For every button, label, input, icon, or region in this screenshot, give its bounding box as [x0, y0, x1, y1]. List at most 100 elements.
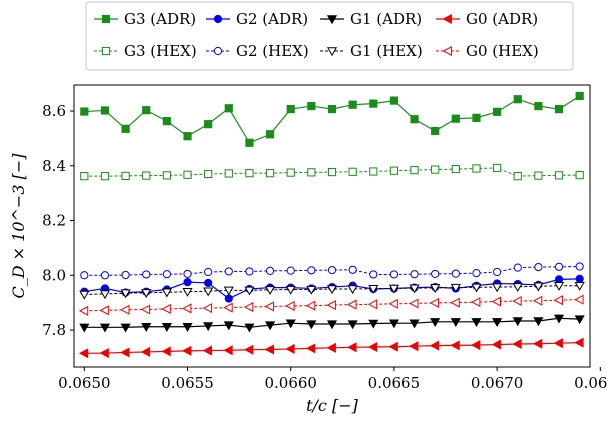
data-point [224, 104, 233, 113]
legend-marker [326, 47, 338, 57]
data-point [451, 269, 460, 278]
series-g3-adr [80, 91, 584, 147]
legend-marker [101, 14, 111, 24]
data-point [451, 164, 460, 174]
data-point [471, 318, 482, 328]
data-point [553, 281, 565, 291]
data-point [121, 171, 130, 180]
series-g3-hex [80, 163, 584, 181]
data-point [326, 285, 338, 295]
data-point [553, 314, 565, 324]
data-point [244, 286, 255, 296]
data-point [533, 282, 544, 292]
data-point [182, 303, 192, 314]
data-point [204, 278, 213, 288]
data-point [534, 171, 543, 180]
data-point [245, 169, 254, 178]
data-point [182, 345, 192, 356]
plot-area [78, 91, 585, 359]
data-point [575, 91, 584, 101]
series-g0-adr [78, 337, 584, 359]
data-point [389, 270, 399, 279]
data-point [492, 318, 503, 328]
data-point [265, 321, 276, 331]
data-point [204, 169, 213, 179]
data-point [410, 115, 419, 124]
data-point [161, 323, 172, 332]
plot-frame [73, 84, 591, 368]
data-point [431, 126, 440, 136]
legend-marker [101, 46, 111, 56]
data-point [388, 284, 399, 294]
legend-entry: G2 (HEX) [206, 42, 309, 60]
data-point [347, 299, 357, 310]
y-tick-label: 8.0 [42, 266, 66, 284]
data-point [161, 346, 171, 357]
data-point [348, 167, 357, 176]
data-point [224, 267, 233, 276]
data-point [471, 297, 481, 308]
data-point [307, 101, 316, 111]
data-point [183, 269, 192, 279]
legend-entry: G0 (ADR) [436, 10, 538, 28]
data-point [348, 100, 357, 109]
data-point [574, 281, 585, 291]
data-point [78, 348, 89, 359]
data-point [348, 265, 357, 274]
data-point [243, 344, 254, 355]
data-point [120, 304, 130, 315]
data-point [203, 287, 214, 297]
legend-marker [326, 15, 338, 25]
data-point [493, 163, 502, 173]
data-point [223, 321, 234, 331]
data-point [368, 319, 379, 329]
data-point [223, 345, 233, 356]
data-point [410, 270, 419, 279]
data-point [264, 301, 274, 312]
legend-entry: G2 (ADR) [206, 10, 308, 28]
data-point [450, 340, 460, 351]
data-point [532, 338, 543, 349]
data-point [182, 323, 193, 332]
data-point [410, 166, 419, 175]
data-point [307, 168, 316, 177]
y-tick-label: 7.8 [42, 321, 66, 339]
data-point [389, 166, 399, 175]
data-point [183, 170, 192, 179]
data-point [204, 267, 213, 277]
data-point [472, 164, 481, 173]
data-point [327, 265, 337, 275]
data-point [305, 343, 316, 354]
legend-label: G3 (HEX) [124, 42, 197, 60]
data-point [142, 171, 151, 180]
data-point [491, 339, 502, 350]
data-point [204, 120, 213, 129]
legend-entry: G1 (HEX) [320, 42, 423, 60]
data-point [533, 317, 544, 327]
data-point [409, 341, 419, 352]
x-tick-label: 0.0670 [471, 374, 524, 392]
data-point [161, 288, 172, 298]
data-point [450, 283, 461, 293]
y-axis-label: C_D × 10^−3 [−] [9, 153, 28, 299]
data-point [224, 294, 233, 303]
data-point [140, 346, 151, 357]
data-point [327, 104, 337, 114]
data-point [78, 305, 89, 316]
data-point [140, 304, 151, 315]
data-point [512, 283, 523, 292]
data-point [450, 297, 460, 308]
data-point [265, 130, 275, 139]
legend-label: G2 (HEX) [236, 42, 309, 60]
data-point [142, 106, 151, 115]
data-point [224, 169, 233, 178]
legend-marker [213, 14, 223, 24]
legend-label: G1 (ADR) [350, 10, 422, 28]
data-point [471, 340, 481, 351]
series-g0-hex [78, 294, 584, 316]
data-point [554, 104, 564, 114]
legend-entry: G3 (HEX) [94, 42, 197, 60]
data-point [306, 285, 317, 295]
data-point [243, 302, 254, 313]
data-point [265, 266, 275, 276]
